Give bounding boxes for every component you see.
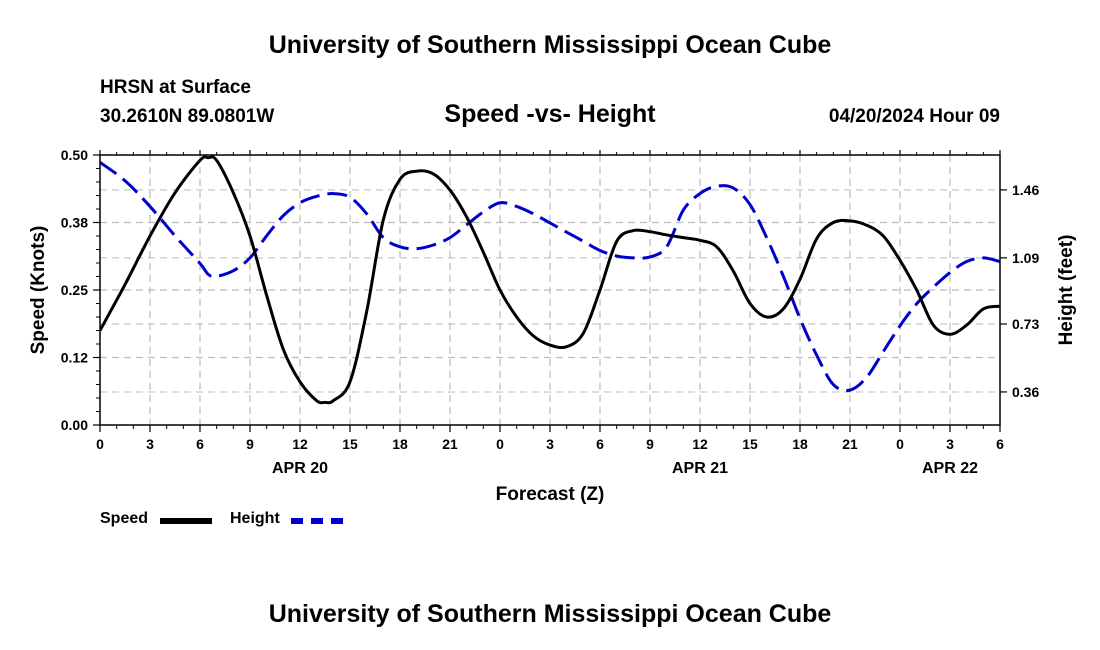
x-tick-label: 3 <box>146 436 154 452</box>
series-line-speed <box>100 155 1000 405</box>
x-tick-label: 9 <box>246 436 254 452</box>
station-label: HRSN at Surface <box>100 77 251 98</box>
y-tick-label-left: 0.12 <box>61 350 88 366</box>
x-tick-label: 3 <box>946 436 954 452</box>
y-tick-label-right: 1.46 <box>1012 182 1039 198</box>
y-tick-label-right: 1.09 <box>1012 250 1039 266</box>
datetime-label: 04/20/2024 Hour 09 <box>828 106 1000 127</box>
date-label: APR 21 <box>672 460 728 477</box>
y-axis-title-right: Height (feet) <box>1056 235 1077 346</box>
x-tick-label: 9 <box>646 436 654 452</box>
chart-title: Speed -vs- Height <box>444 100 656 128</box>
x-axis-title: Forecast (Z) <box>496 484 605 505</box>
x-tick-label: 15 <box>742 436 758 452</box>
legend-height-swatch <box>291 518 343 524</box>
coordinates-label: 30.2610N 89.0801W <box>100 106 275 127</box>
x-tick-label: 0 <box>96 436 104 452</box>
x-tick-label: 15 <box>342 436 358 452</box>
y-tick-label-left: 0.38 <box>61 215 88 231</box>
x-tick-label: 18 <box>392 436 408 452</box>
y-tick-label-right: 0.36 <box>1012 384 1039 400</box>
legend-speed-swatch <box>160 518 212 524</box>
y-tick-label-right: 0.73 <box>1012 316 1039 332</box>
legend-height-label: Height <box>230 510 280 527</box>
series-line-height <box>100 161 1000 393</box>
x-tick-label: 12 <box>692 436 708 452</box>
x-tick-label: 21 <box>842 436 858 452</box>
y-tick-label-left: 0.00 <box>61 417 88 433</box>
axes: 0 3 6 9 12 15 18 21 0 3 6 9 12 15 18 21 0 3 6 APR 20 APR 21 A… <box>28 147 1077 505</box>
date-label: APR 22 <box>922 460 978 477</box>
x-tick-label: 0 <box>896 436 904 452</box>
x-tick-label: 0 <box>496 436 504 452</box>
x-tick-label: 18 <box>792 436 808 452</box>
x-tick-label: 6 <box>596 436 604 452</box>
x-tick-label: 21 <box>442 436 458 452</box>
x-tick-label: 6 <box>996 436 1004 452</box>
x-tick-label: 12 <box>292 436 308 452</box>
legend-speed-label: Speed <box>100 510 149 527</box>
date-label: APR 20 <box>272 460 328 477</box>
y-tick-label-left: 0.50 <box>61 147 88 163</box>
series-layer <box>100 155 1000 405</box>
y-axis-title-left: Speed (Knots) <box>28 226 49 355</box>
x-tick-label: 3 <box>546 436 554 452</box>
main-title: University of Southern Mississippi Ocean… <box>268 31 832 59</box>
x-tick-label: 6 <box>196 436 204 452</box>
footer-title: University of Southern Mississippi Ocean… <box>268 600 832 628</box>
y-tick-label-left: 0.25 <box>61 282 88 298</box>
